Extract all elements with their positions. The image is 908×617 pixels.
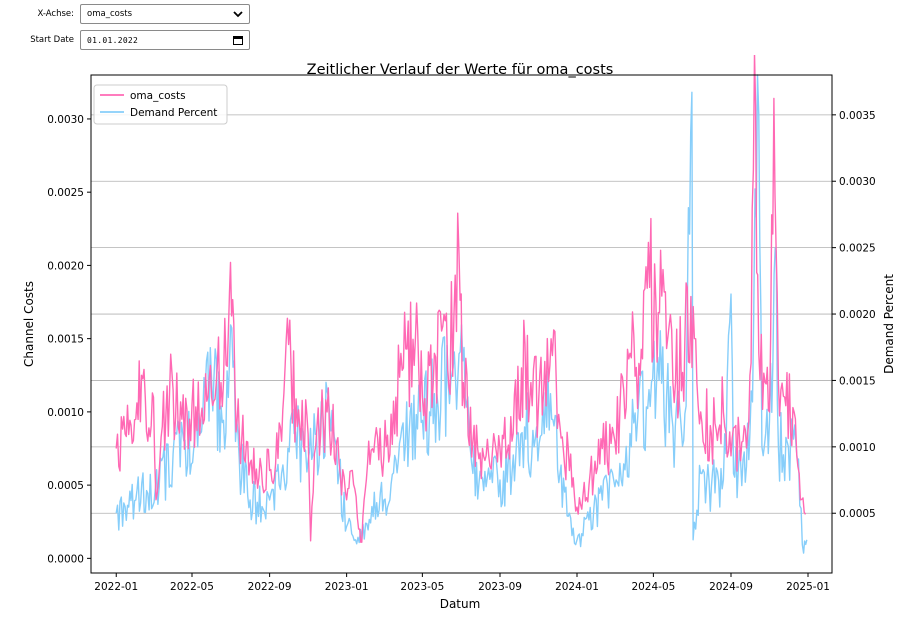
start-date-control: Start Date 01.01.2022 [0, 29, 250, 51]
x-tick-label-2024-01: 2024-01 [555, 581, 599, 593]
y-axis-label-left: Channel Costs [22, 281, 36, 367]
y-axis-right: 0.0005 0.0010 0.0015 0.0020 0.0025 0.0030 0.00… [832, 110, 876, 520]
y-right-tick-label-0-0005: 0.0005 [839, 508, 876, 520]
x-tick-label-2023-01: 2023-01 [325, 581, 369, 593]
x-tick-label-2024-09: 2024-09 [709, 581, 753, 593]
y-right-tick-label-0-0025: 0.0025 [839, 243, 876, 255]
legend-box [93, 84, 228, 125]
y-left-tick-label-0-0020: 0.0020 [47, 260, 84, 272]
y-right-tick-label-0-0035: 0.0035 [839, 110, 876, 122]
legend: oma_costs Demand Percent [93, 84, 228, 125]
y-left-tick-label-0-0000: 0.0000 [47, 553, 84, 565]
y-left-tick-label-0-0010: 0.0010 [47, 407, 84, 419]
chevron-down-icon [233, 11, 243, 18]
x-axis-select[interactable]: oma_costs [80, 4, 250, 24]
y-right-tick-label-0-0010: 0.0010 [839, 442, 876, 454]
series-lines [115, 55, 808, 554]
x-tick-label-2022-05: 2022-05 [170, 581, 214, 593]
y-left-tick-label-0-0025: 0.0025 [47, 187, 84, 199]
x-axis-control: X-Achse: oma_costs [0, 3, 250, 25]
start-date-value: 01.01.2022 [87, 35, 139, 45]
y-left-tick-label-0-0005: 0.0005 [47, 480, 84, 492]
series-line-oma-costs [115, 55, 807, 543]
x-tick-label-2022-09: 2022-09 [248, 581, 292, 593]
legend-label-demand-percent: Demand Percent [130, 107, 217, 119]
x-tick-label-2023-09: 2023-09 [478, 581, 522, 593]
line-chart: Zeitlicher Verlauf der Werte für oma_cos… [22, 55, 896, 611]
x-axis-label: X-Achse: [37, 9, 74, 19]
x-tick-label-2024-05: 2024-05 [631, 581, 675, 593]
x-tick-label-2025-01: 2025-01 [786, 581, 830, 593]
y-left-tick-label-0-0015: 0.0015 [47, 334, 84, 346]
x-axis-label: Datum [440, 597, 481, 611]
y-axis-left: 0.0000 0.0005 0.0010 0.0015 0.0020 0.0025 0.00… [47, 114, 91, 565]
x-tick-label-2023-05: 2023-05 [400, 581, 444, 593]
y-right-tick-label-0-0030: 0.0030 [839, 176, 876, 188]
chart-title: Zeitlicher Verlauf der Werte für oma_cos… [307, 62, 614, 78]
y-left-tick-label-0-0030: 0.0030 [47, 114, 84, 126]
calendar-icon[interactable] [233, 35, 243, 45]
x-axis-select-value: oma_costs [87, 9, 133, 19]
x-tick-label-2022-01: 2022-01 [94, 581, 138, 593]
x-axis: 2022-01 2022-05 2022-09 2023-01 2023-05 2023-… [94, 573, 830, 593]
y-axis-label-right: Demand Percent [882, 274, 896, 374]
legend-label-oma-costs: oma_costs [130, 90, 186, 102]
y-right-tick-label-0-0020: 0.0020 [839, 309, 876, 321]
y-right-tick-label-0-0015: 0.0015 [839, 375, 876, 387]
grid-lines [91, 114, 832, 514]
plot-frame [90, 74, 833, 574]
start-date-input[interactable]: 01.01.2022 [80, 30, 250, 50]
start-date-label: Start Date [30, 35, 74, 45]
